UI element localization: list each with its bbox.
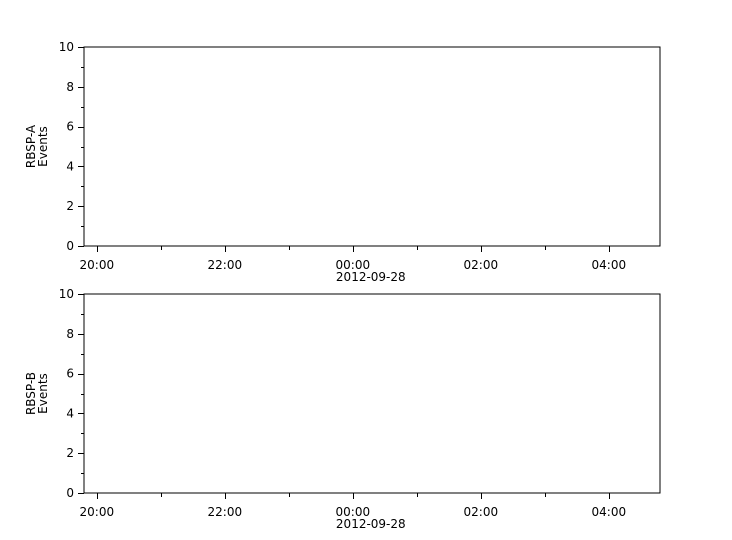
x-tick-label: 00:00 xyxy=(336,258,371,272)
y-axis-label: Events xyxy=(36,373,50,414)
y-tick-label: 2 xyxy=(66,199,74,213)
y-tick-label: 10 xyxy=(59,40,74,54)
x-tick-label: 00:00 xyxy=(336,505,371,519)
plot-frame xyxy=(83,46,661,247)
y-tick-label: 8 xyxy=(66,327,74,341)
y-tick-label: 2 xyxy=(66,446,74,460)
y-tick-label: 4 xyxy=(66,159,74,173)
y-tick-label: 0 xyxy=(66,239,74,253)
y-axis-label: RBSP-B xyxy=(24,372,38,415)
x-tick-label: 04:00 xyxy=(592,505,627,519)
y-tick-label: 0 xyxy=(66,486,74,500)
y-axis-label: RBSP-A xyxy=(24,124,38,168)
x-tick-label: 20:00 xyxy=(80,258,115,272)
y-tick-label: 10 xyxy=(59,287,74,301)
x-date-label: 2012-09-28 xyxy=(336,270,406,284)
x-tick-label: 20:00 xyxy=(80,505,115,519)
y-tick-label: 6 xyxy=(66,367,74,381)
x-tick-label: 22:00 xyxy=(208,258,243,272)
x-tick-label: 02:00 xyxy=(464,258,499,272)
y-tick-label: 6 xyxy=(66,120,74,134)
plot-frame xyxy=(83,293,661,494)
x-tick-label: 04:00 xyxy=(592,258,627,272)
y-tick-label: 4 xyxy=(66,406,74,420)
y-tick-label: 8 xyxy=(66,80,74,94)
x-date-label: 2012-09-28 xyxy=(336,517,406,531)
x-tick-label: 22:00 xyxy=(208,505,243,519)
x-tick-label: 02:00 xyxy=(464,505,499,519)
y-axis-label: Events xyxy=(36,126,50,167)
